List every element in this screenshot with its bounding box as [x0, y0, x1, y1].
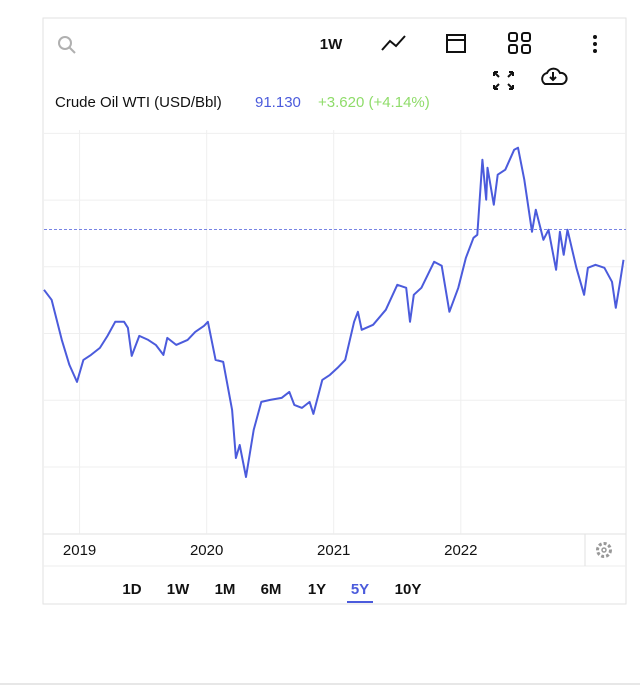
legend-last: 91.130	[255, 94, 301, 111]
fullscreen-button[interactable]	[493, 71, 514, 90]
gear-icon	[596, 542, 612, 558]
dot	[593, 42, 597, 46]
range-button[interactable]: 5Y	[351, 581, 369, 598]
range-buttons: 1D 1W 1M 6M 1Y 5Y 10Y	[122, 581, 422, 603]
price-line	[43, 146, 625, 478]
menu-button[interactable]	[593, 35, 597, 53]
x-tick-label: 2020	[190, 542, 223, 559]
layout-button[interactable]	[508, 32, 531, 54]
fullscreen-icon	[493, 71, 514, 90]
dot	[593, 49, 597, 53]
settings-button[interactable]	[596, 542, 612, 558]
layout-cell	[521, 32, 531, 42]
range-button[interactable]: 1M	[215, 581, 236, 598]
search-handle	[68, 46, 76, 54]
arrow-icon	[549, 72, 557, 82]
search-icon	[58, 36, 72, 50]
range-button[interactable]: 1Y	[308, 581, 326, 598]
calendar-icon	[446, 34, 466, 53]
range-button[interactable]: 10Y	[395, 581, 422, 598]
gear-hub	[601, 547, 607, 553]
legend-change: +3.620 (+4.14%)	[318, 94, 430, 111]
frame	[42, 17, 627, 605]
x-tick-label: 2021	[317, 542, 350, 559]
cloud-icon	[541, 67, 568, 85]
range-button[interactable]: 6M	[261, 581, 282, 598]
download-button[interactable]	[541, 67, 568, 85]
x-tick-label: 2019	[63, 542, 96, 559]
range-button[interactable]: 1D	[122, 581, 141, 598]
x-tick-label: 2022	[444, 542, 477, 559]
dot	[593, 35, 597, 39]
legend-name: Crude Oil WTI (USD/Bbl)	[55, 94, 222, 111]
layout-cell	[521, 44, 531, 54]
range-button[interactable]: 1W	[167, 581, 190, 598]
search-button[interactable]	[58, 36, 76, 54]
layout-cell	[508, 44, 518, 54]
layout-cell	[508, 32, 518, 42]
calendar-button[interactable]	[446, 34, 466, 53]
chart-type-button[interactable]	[381, 35, 406, 51]
interval-button[interactable]: 1W	[320, 36, 343, 53]
